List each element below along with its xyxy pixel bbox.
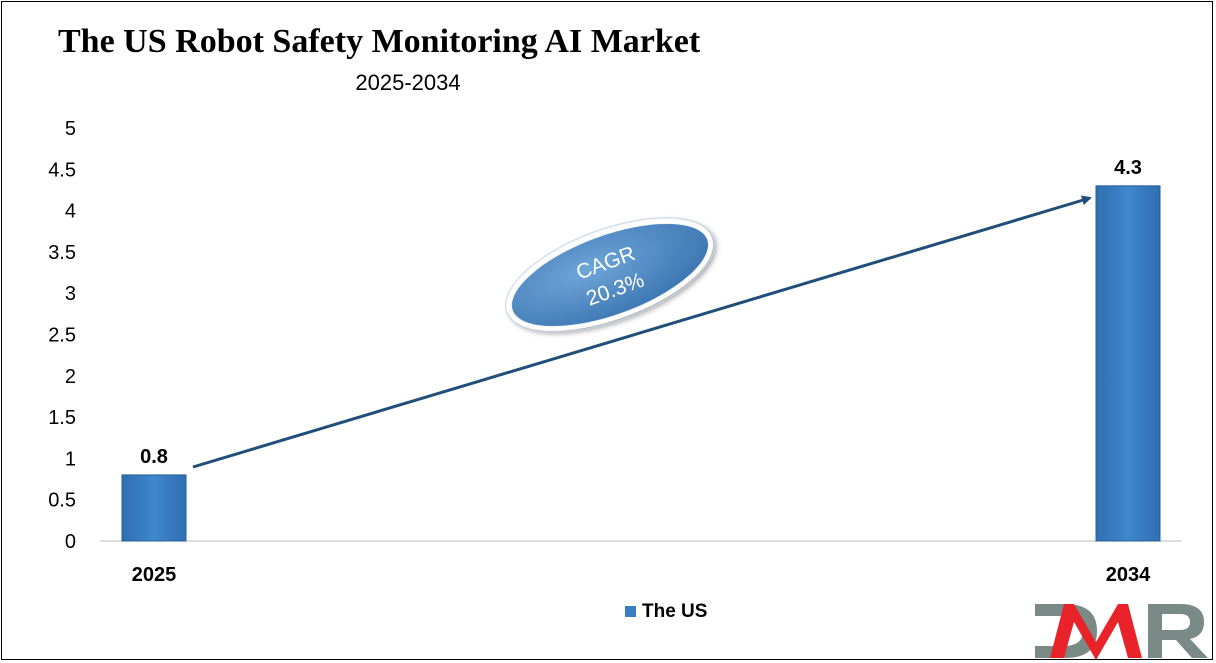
- y-tick-label: 0: [65, 531, 76, 553]
- y-tick-label: 3.5: [48, 242, 76, 264]
- cagr-badge: CAGR 20.3%: [504, 217, 716, 333]
- y-tick-label: 1: [65, 448, 76, 470]
- data-label: 0.8: [140, 446, 168, 468]
- x-tick-label: 2034: [1106, 564, 1151, 586]
- legend-label: The US: [642, 601, 707, 622]
- y-tick-label: 4.5: [48, 159, 76, 181]
- legend-swatch: [625, 606, 636, 617]
- chart-title: The US Robot Safety Monitoring AI Market: [58, 23, 701, 60]
- y-tick-label: 2: [65, 366, 76, 388]
- y-tick-label: 0.5: [48, 490, 76, 512]
- bar-2034: [1095, 185, 1161, 542]
- chart-subtitle: 2025-2034: [355, 70, 460, 95]
- data-label: 4.3: [1114, 157, 1142, 179]
- y-tick-label: 1.5: [48, 407, 76, 429]
- bar-2025: [121, 474, 187, 542]
- growth-arrow: [192, 195, 1092, 469]
- dmr-logo: [1035, 604, 1208, 660]
- y-tick-label: 2.5: [48, 325, 76, 347]
- y-tick-label: 3: [65, 283, 76, 305]
- y-tick-label: 4: [65, 201, 76, 223]
- x-tick-label: 2025: [132, 564, 177, 586]
- y-tick-label: 5: [65, 118, 76, 140]
